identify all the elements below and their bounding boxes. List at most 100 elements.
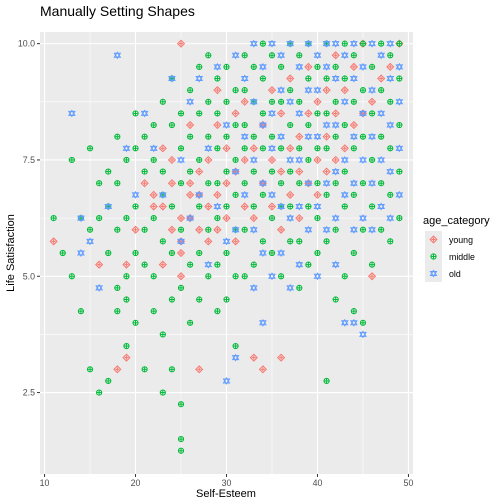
point-middle (96, 215, 103, 222)
point-middle (359, 319, 367, 326)
point-middle (259, 110, 266, 117)
point-old (277, 202, 285, 211)
point-old (222, 237, 231, 246)
point-young (249, 353, 258, 362)
point-young (249, 144, 258, 153)
point-middle (123, 273, 130, 280)
point-old (395, 62, 404, 71)
point-old (240, 190, 249, 199)
point-middle (223, 168, 230, 175)
point-middle (196, 296, 203, 303)
point-middle (196, 110, 203, 117)
point-middle (187, 261, 194, 268)
point-middle (341, 40, 348, 47)
point-young (213, 120, 222, 130)
point-old (277, 249, 285, 257)
point-young (231, 109, 240, 118)
point-middle (223, 63, 230, 70)
point-young (158, 144, 167, 153)
point-old (304, 225, 313, 234)
point-young (276, 109, 286, 118)
point-old (277, 132, 285, 141)
point-old (259, 318, 267, 327)
point-middle (378, 87, 385, 94)
point-middle (114, 226, 121, 233)
series-old (67, 39, 404, 385)
point-old (340, 51, 349, 60)
legend: age_category young middle old (423, 215, 490, 282)
point-middle (332, 226, 339, 233)
point-old (204, 144, 213, 153)
point-middle (123, 296, 130, 303)
point-old (386, 74, 395, 83)
point-old (131, 190, 140, 199)
point-middle (259, 145, 266, 152)
point-old (304, 179, 313, 188)
point-young (313, 97, 322, 106)
point-middle (59, 249, 66, 257)
point-young (140, 179, 149, 188)
point-old (313, 272, 322, 281)
point-old (395, 190, 404, 199)
point-middle (159, 98, 166, 105)
series-middle (50, 40, 403, 454)
point-old (340, 190, 349, 199)
point-middle (287, 87, 294, 94)
point-middle (223, 98, 230, 105)
point-middle (259, 238, 266, 245)
point-middle (359, 226, 367, 233)
point-old (386, 167, 395, 176)
point-old (313, 132, 322, 141)
point-young (176, 213, 186, 223)
point-young (186, 120, 195, 130)
point-middle (159, 331, 166, 338)
point-old (359, 214, 367, 223)
point-old (268, 144, 276, 153)
point-middle (350, 52, 357, 59)
point-middle (150, 215, 157, 222)
point-young (131, 225, 140, 234)
point-old (286, 283, 295, 292)
point-middle (396, 215, 403, 222)
point-young (195, 167, 204, 176)
point-middle (168, 121, 176, 129)
point-old (259, 179, 267, 188)
point-old (331, 167, 340, 176)
point-old (67, 109, 76, 118)
point-middle (387, 98, 394, 105)
point-middle (314, 145, 321, 152)
point-old (259, 249, 267, 257)
point-middle (250, 168, 257, 175)
point-young (149, 202, 158, 211)
y-tick-label: 10.0 (18, 39, 35, 49)
point-middle (341, 203, 348, 210)
point-middle (387, 191, 394, 198)
point-middle (314, 215, 321, 222)
point-middle (305, 121, 312, 129)
point-old (104, 202, 113, 211)
point-young (195, 225, 204, 234)
legend-item-old: old (425, 265, 461, 282)
point-old (249, 225, 258, 234)
point-middle (368, 261, 376, 268)
point-old (249, 97, 258, 106)
point-middle (68, 156, 75, 164)
point-middle (350, 145, 357, 152)
point-old (268, 39, 276, 48)
point-old (86, 237, 94, 246)
point-old (295, 202, 304, 211)
point-old (368, 86, 376, 95)
point-old (231, 51, 240, 60)
x-tick-label: 10 (40, 478, 50, 488)
point-old (331, 260, 340, 269)
point-old (222, 121, 231, 130)
point-middle (323, 377, 330, 385)
legend-key (425, 265, 442, 282)
point-middle (123, 156, 130, 164)
point-middle (268, 215, 276, 222)
point-middle (241, 226, 248, 233)
legend-symbol-young (429, 235, 438, 244)
point-young (167, 155, 177, 165)
point-middle (196, 156, 203, 164)
point-middle (268, 133, 276, 140)
